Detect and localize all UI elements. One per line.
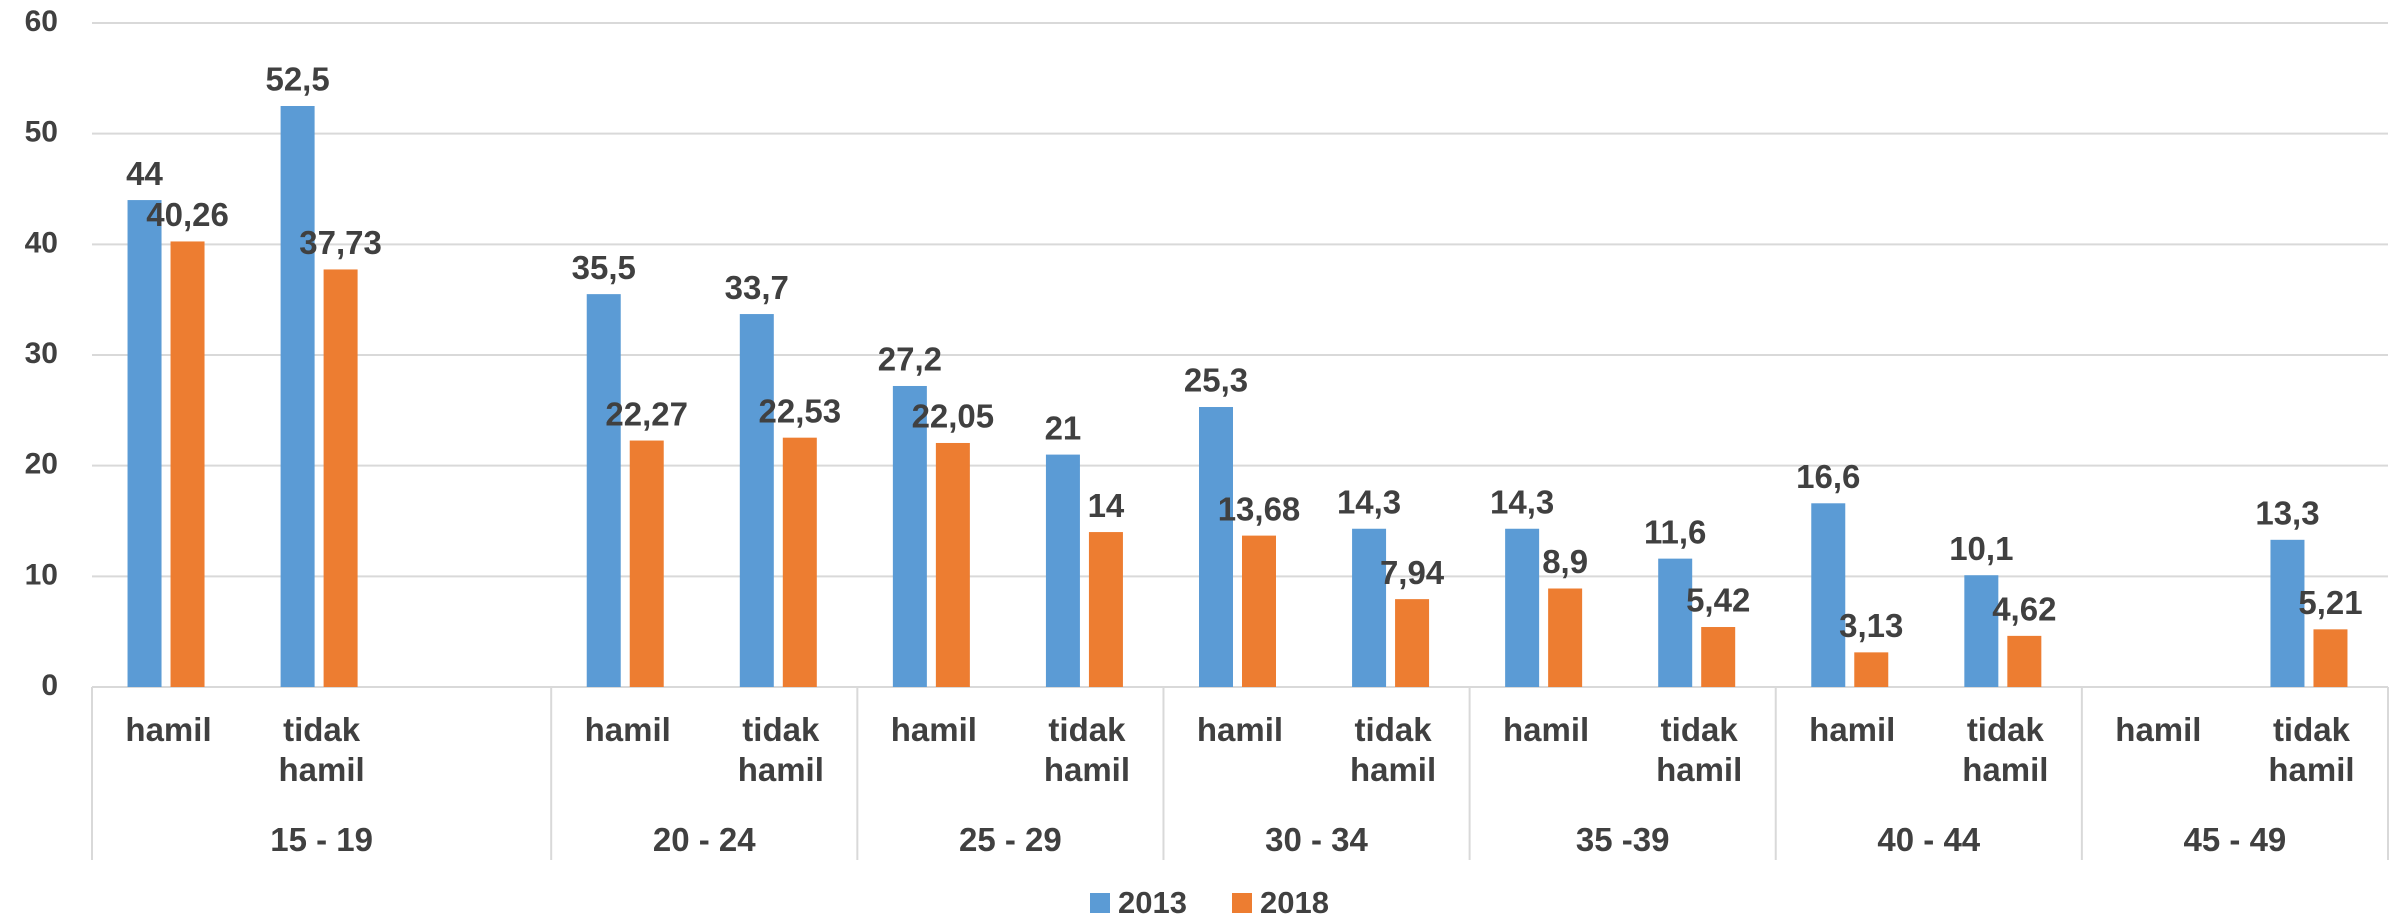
value-label: 3,13 bbox=[1839, 607, 1903, 644]
bar bbox=[1505, 528, 1540, 687]
value-label: 10,1 bbox=[1949, 530, 2013, 567]
group-label: 20 - 24 bbox=[652, 821, 756, 858]
value-label: 13,68 bbox=[1218, 490, 1301, 527]
value-label: 40,26 bbox=[146, 196, 229, 233]
bar bbox=[586, 294, 621, 687]
legend-label: 2013 bbox=[1118, 885, 1187, 920]
value-label: 4,62 bbox=[1992, 591, 2056, 628]
y-tick-label: 20 bbox=[25, 448, 58, 481]
bar bbox=[1701, 627, 1736, 687]
value-label: 5,42 bbox=[1686, 582, 1750, 619]
value-label: 14,3 bbox=[1337, 483, 1401, 520]
x-tick-label: tidak hamil bbox=[2268, 711, 2355, 788]
x-tick-label: tidak hamil bbox=[1962, 711, 2049, 788]
bar bbox=[1854, 652, 1889, 687]
y-tick-label: 60 bbox=[25, 5, 58, 38]
x-tick-label: hamil bbox=[1809, 711, 1896, 748]
bar bbox=[892, 385, 927, 687]
group-label: 15 - 19 bbox=[270, 821, 373, 858]
value-label: 8,9 bbox=[1542, 543, 1588, 580]
legend-swatch bbox=[1232, 893, 1252, 913]
group-label: 30 - 34 bbox=[1265, 821, 1368, 858]
bar bbox=[323, 269, 358, 687]
legend-swatch bbox=[1090, 893, 1110, 913]
bar bbox=[1395, 599, 1430, 687]
x-tick-label: hamil bbox=[584, 711, 671, 748]
x-tick-label: hamil bbox=[2115, 711, 2202, 748]
bar bbox=[935, 442, 970, 687]
bar bbox=[1045, 454, 1080, 687]
value-label: 11,6 bbox=[1644, 513, 1706, 550]
bar bbox=[127, 200, 162, 688]
bar bbox=[2007, 635, 2042, 687]
value-label: 14 bbox=[1088, 487, 1125, 524]
y-tick-label: 0 bbox=[41, 669, 58, 702]
bar bbox=[1242, 535, 1276, 687]
value-label: 37,73 bbox=[299, 224, 382, 261]
value-label: 35,5 bbox=[572, 249, 636, 286]
value-label: 21 bbox=[1045, 409, 1082, 446]
value-label: 44 bbox=[126, 155, 163, 192]
bar bbox=[1548, 588, 1583, 687]
value-label: 52,5 bbox=[265, 61, 329, 98]
value-label: 13,3 bbox=[2255, 495, 2319, 532]
value-label: 25,3 bbox=[1184, 362, 1248, 399]
bar bbox=[1088, 532, 1123, 687]
bar bbox=[170, 241, 205, 687]
value-label: 14,3 bbox=[1490, 483, 1554, 520]
group-label: 25 - 29 bbox=[959, 821, 1062, 858]
y-tick-label: 30 bbox=[25, 337, 58, 370]
x-tick-label: tidak hamil bbox=[1043, 711, 1131, 788]
bar bbox=[782, 437, 817, 687]
x-tick-label: hamil bbox=[1196, 711, 1284, 748]
bar bbox=[629, 440, 664, 687]
x-tick-label: tidak hamil bbox=[1349, 711, 1437, 788]
bar bbox=[1199, 407, 1233, 687]
value-label: 22,27 bbox=[605, 395, 688, 432]
x-tick-label: tidak hamil bbox=[278, 711, 365, 788]
bar bbox=[1964, 575, 1999, 687]
bar bbox=[739, 314, 774, 687]
x-tick-label: hamil bbox=[890, 711, 977, 748]
value-label: 7,94 bbox=[1380, 554, 1445, 591]
value-label: 33,7 bbox=[725, 269, 789, 306]
legend-label: 2018 bbox=[1260, 885, 1329, 920]
y-tick-label: 50 bbox=[25, 116, 58, 149]
group-label: 45 - 49 bbox=[2183, 821, 2287, 858]
value-label: 22,05 bbox=[912, 398, 995, 435]
bar bbox=[1352, 528, 1387, 687]
x-tick-label: tidak hamil bbox=[1656, 711, 1743, 788]
bar bbox=[1658, 558, 1693, 687]
bar bbox=[2270, 539, 2305, 687]
bar bbox=[1811, 503, 1846, 687]
x-tick-label: tidak hamil bbox=[737, 711, 824, 788]
y-tick-label: 10 bbox=[25, 558, 58, 591]
value-label: 27,2 bbox=[878, 341, 942, 378]
group-label: 40 - 44 bbox=[1877, 821, 1981, 858]
value-label: 5,21 bbox=[2298, 584, 2362, 621]
value-label: 22,53 bbox=[759, 392, 842, 429]
group-label: 35 -39 bbox=[1575, 821, 1670, 858]
value-label: 16,6 bbox=[1796, 458, 1860, 495]
bar bbox=[280, 106, 315, 687]
x-tick-label: hamil bbox=[125, 711, 212, 748]
y-tick-label: 40 bbox=[25, 226, 58, 259]
bar bbox=[2313, 629, 2348, 687]
x-tick-label: hamil bbox=[1503, 711, 1590, 748]
